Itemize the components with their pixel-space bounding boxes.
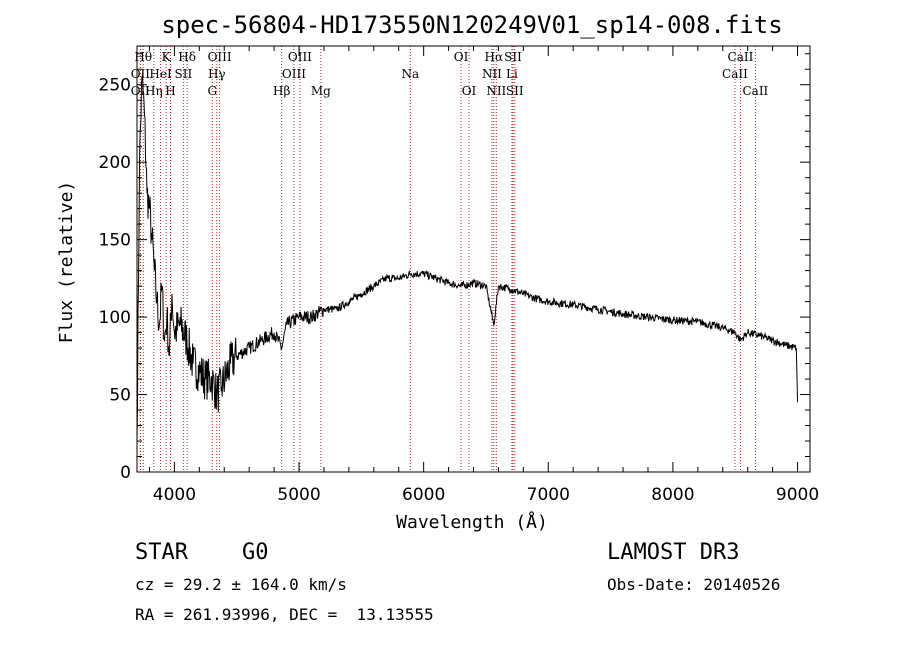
- line-marker-label: Hη: [145, 84, 163, 98]
- line-marker-label: H: [165, 84, 175, 98]
- line-marker-label: Hα: [485, 50, 504, 64]
- y-tick-label: 250: [99, 76, 131, 96]
- chart-title: spec-56804-HD173550N120249V01_sp14-008.f…: [161, 11, 782, 39]
- redshift-cz: cz = 29.2 ± 164.0 km/s: [135, 575, 347, 594]
- line-marker-label: OIII: [288, 50, 312, 64]
- line-marker-label: CaII: [722, 67, 748, 81]
- line-marker-label: Mg: [311, 84, 331, 98]
- line-marker-label: NII: [486, 84, 506, 98]
- object-class: STAR: [135, 540, 188, 565]
- line-marker-label: Na: [401, 67, 419, 81]
- y-axis-label: Flux (relative): [56, 181, 77, 344]
- line-marker-label: OI: [454, 50, 469, 64]
- x-axis-label: Wavelength (Å): [396, 511, 548, 533]
- y-tick-label: 100: [99, 308, 131, 328]
- y-tick-label: 150: [99, 231, 131, 251]
- x-tick-label: 9000: [776, 485, 819, 505]
- line-marker-label: CaII: [728, 50, 754, 64]
- line-marker-label: Li: [506, 67, 518, 81]
- x-tick-label: 6000: [402, 485, 445, 505]
- line-marker-label: Hβ: [273, 84, 290, 98]
- y-tick-label: 0: [120, 463, 131, 483]
- y-tick-label: 200: [99, 153, 131, 173]
- survey-name: LAMOST DR3: [607, 540, 740, 565]
- coordinates: RA = 261.93996, DEC = 13.13555: [135, 605, 434, 624]
- x-tick-label: 4000: [153, 485, 196, 505]
- line-marker-lines: [139, 46, 756, 472]
- line-marker-label: OIII: [282, 67, 306, 81]
- observation-date: Obs-Date: 20140526: [607, 575, 781, 594]
- line-marker-label: OI: [462, 84, 477, 98]
- x-tick-label: 5000: [277, 485, 320, 505]
- plot-frame: [136, 45, 811, 473]
- line-marker-label: OII: [131, 67, 151, 81]
- line-marker-label: Hγ: [208, 67, 226, 81]
- x-tick-label: 7000: [527, 485, 570, 505]
- line-marker-label: OIII: [208, 50, 232, 64]
- line-marker-label: SII: [504, 50, 522, 64]
- y-tick-label: 50: [109, 386, 131, 406]
- flux-series-line: [136, 73, 798, 442]
- line-marker-label: SII: [175, 67, 193, 81]
- object-subclass: G0: [242, 540, 269, 565]
- x-axis-ticks: 4000 5000 6000 7000 8000 9000: [148, 46, 819, 505]
- line-marker-label: OII: [131, 84, 151, 98]
- line-marker-label: NII: [482, 67, 502, 81]
- line-marker-label: K: [162, 50, 172, 64]
- line-marker-label: CaII: [742, 84, 768, 98]
- line-marker-label: G: [207, 84, 217, 98]
- y-axis-ticks: 0 50 100 150 200 250: [99, 53, 810, 483]
- x-tick-label: 8000: [651, 485, 694, 505]
- line-marker-label: HeI: [149, 67, 172, 81]
- line-marker-label: Hδ: [178, 50, 196, 64]
- line-marker-label: SII: [506, 84, 524, 98]
